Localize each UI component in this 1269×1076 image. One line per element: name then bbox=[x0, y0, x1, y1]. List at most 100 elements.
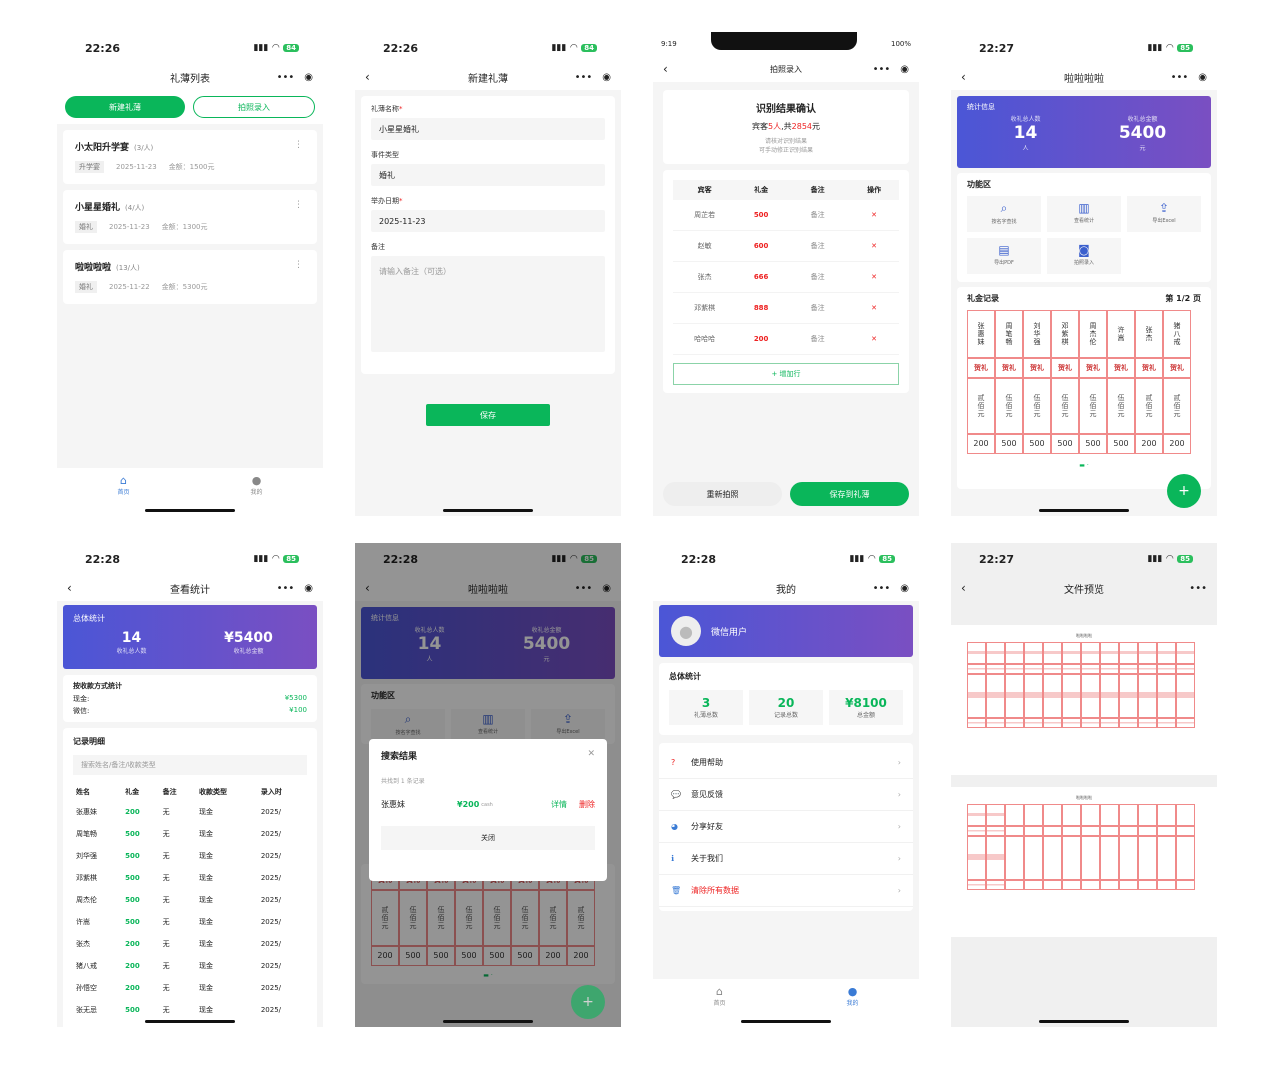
table-row[interactable]: 张杰 200 无 现金 2025/ bbox=[73, 933, 307, 955]
save-to-book-button[interactable]: 保存到礼薄 bbox=[790, 482, 909, 506]
menu-item[interactable]: ℹ 关于我们 › bbox=[659, 843, 913, 875]
note-input[interactable]: 备注 bbox=[810, 304, 825, 312]
function-camera[interactable]: ◙ 拍照录入 bbox=[1047, 238, 1121, 274]
close-mini-icon[interactable]: ◉ bbox=[602, 71, 611, 83]
table-row[interactable]: 张惠妹 200 无 现金 2025/ bbox=[73, 801, 307, 823]
add-fab[interactable]: + bbox=[571, 985, 605, 1019]
amount-input[interactable]: 200 bbox=[753, 335, 769, 343]
guest-name-cell[interactable]: 张惠妹 bbox=[967, 310, 995, 358]
function-pdf[interactable]: ▤ 导出PDF bbox=[967, 238, 1041, 274]
guest-name-cell[interactable]: 周笔畅 bbox=[995, 310, 1023, 358]
delete-row-icon[interactable]: ✕ bbox=[871, 242, 878, 250]
menu-item[interactable]: 💬 意见反馈 › bbox=[659, 779, 913, 811]
function-excel[interactable]: ⇪ 导出Excel bbox=[1127, 196, 1201, 232]
amount-input[interactable]: 600 bbox=[753, 242, 769, 250]
more-icon[interactable]: ••• bbox=[872, 582, 891, 594]
function-search[interactable]: ⌕ 按名字查找 bbox=[967, 196, 1041, 232]
menu-item[interactable]: 🗑 清除所有数据 › bbox=[659, 875, 913, 907]
guest-name-cell[interactable]: 许嵩 bbox=[1107, 310, 1135, 358]
close-button[interactable]: 关闭 bbox=[381, 826, 595, 850]
detail-button[interactable]: 详情 bbox=[551, 800, 567, 809]
event-type-input[interactable]: 婚礼 bbox=[371, 164, 605, 186]
table-row[interactable]: 周笔畅 500 无 现金 2025/ bbox=[73, 823, 307, 845]
function-search[interactable]: ⌕ 按名字查找 bbox=[371, 709, 445, 739]
table-row[interactable]: 邓紫棋 500 无 现金 2025/ bbox=[73, 867, 307, 889]
guest-name-input[interactable]: 哈哈哈 bbox=[694, 335, 716, 343]
amount-input[interactable]: 666 bbox=[753, 273, 769, 281]
more-icon[interactable]: ••• bbox=[1170, 71, 1189, 83]
back-icon[interactable]: ‹ bbox=[961, 70, 966, 84]
menu-item[interactable]: ? 使用帮助 › bbox=[659, 747, 913, 779]
more-vert-icon[interactable]: ⋮ bbox=[294, 260, 303, 270]
date-input[interactable]: 2025-11-23 bbox=[371, 210, 605, 232]
note-input[interactable]: 备注 bbox=[810, 242, 825, 250]
table-row[interactable]: 孙悟空 200 无 现金 2025/ bbox=[73, 977, 307, 999]
book-item[interactable]: 啦啦啦啦 (13/人) ⋮ 婚礼 2025-11-22 金额：5300元 bbox=[63, 250, 317, 304]
tab-home[interactable]: ⌂ 首页 bbox=[117, 474, 130, 496]
close-mini-icon[interactable]: ◉ bbox=[304, 71, 313, 83]
guest-name-input[interactable]: 周芷若 bbox=[694, 211, 716, 219]
more-vert-icon[interactable]: ⋮ bbox=[294, 200, 303, 210]
back-icon[interactable]: ‹ bbox=[365, 70, 370, 84]
book-name-input[interactable]: 小星星婚礼 bbox=[371, 118, 605, 140]
more-icon[interactable]: ••• bbox=[872, 63, 891, 75]
more-icon[interactable]: ••• bbox=[574, 582, 593, 594]
function-chart[interactable]: ▥ 查看统计 bbox=[451, 709, 525, 739]
table-row[interactable]: 张无忌 500 无 现金 2025/ bbox=[73, 999, 307, 1021]
close-mini-icon[interactable]: ◉ bbox=[900, 63, 909, 75]
tab-me[interactable]: ● 我的 bbox=[250, 474, 263, 496]
guest-name-input[interactable]: 邓紫棋 bbox=[694, 304, 716, 312]
guest-name-cell[interactable]: 周杰伦 bbox=[1079, 310, 1107, 358]
add-row-button[interactable]: + 增加行 bbox=[673, 363, 899, 385]
more-icon[interactable]: ••• bbox=[1189, 582, 1207, 594]
tab-me[interactable]: ● 我的 bbox=[846, 985, 859, 1007]
delete-row-icon[interactable]: ✕ bbox=[871, 273, 878, 281]
back-icon[interactable]: ‹ bbox=[67, 581, 72, 595]
back-icon[interactable]: ‹ bbox=[365, 581, 370, 595]
more-icon[interactable]: ••• bbox=[276, 582, 295, 594]
add-fab[interactable]: + bbox=[1167, 474, 1201, 508]
new-book-button[interactable]: 新建礼薄 bbox=[65, 96, 185, 118]
photo-entry-button[interactable]: 拍照录入 bbox=[193, 96, 315, 118]
delete-button[interactable]: 删除 bbox=[579, 800, 595, 809]
amount-input[interactable]: 500 bbox=[753, 211, 769, 219]
function-excel[interactable]: ⇪ 导出Excel bbox=[531, 709, 605, 739]
more-icon[interactable]: ••• bbox=[574, 71, 593, 83]
menu-item[interactable]: ◕ 分享好友 › bbox=[659, 811, 913, 843]
delete-row-icon[interactable]: ✕ bbox=[871, 211, 878, 219]
note-textarea[interactable]: 请输入备注（可选） bbox=[371, 256, 605, 352]
close-mini-icon[interactable]: ◉ bbox=[304, 582, 313, 594]
table-row[interactable]: 刘华强 500 无 现金 2025/ bbox=[73, 845, 307, 867]
guest-name-input[interactable]: 张杰 bbox=[697, 273, 712, 281]
back-icon[interactable]: ‹ bbox=[663, 62, 668, 76]
delete-row-icon[interactable]: ✕ bbox=[871, 304, 878, 312]
more-vert-icon[interactable]: ⋮ bbox=[294, 140, 303, 150]
close-icon[interactable]: ✕ bbox=[587, 749, 595, 759]
guest-name-cell[interactable]: 刘华强 bbox=[1023, 310, 1051, 358]
book-item[interactable]: 小星星婚礼 (4/人) ⋮ 婚礼 2025-11-23 金额：1300元 bbox=[63, 190, 317, 244]
tab-home[interactable]: ⌂ 首页 bbox=[713, 985, 726, 1007]
more-icon[interactable]: ••• bbox=[276, 71, 295, 83]
save-button[interactable]: 保存 bbox=[426, 404, 550, 426]
guest-name-cell[interactable]: 邓紫棋 bbox=[1051, 310, 1079, 358]
back-icon[interactable]: ‹ bbox=[961, 581, 966, 595]
book-item[interactable]: 小太阳升学宴 (3/人) ⋮ 升学宴 2025-11-23 金额：1500元 bbox=[63, 130, 317, 184]
close-mini-icon[interactable]: ◉ bbox=[602, 582, 611, 594]
search-input[interactable]: 搜索姓名/备注/收款类型 bbox=[73, 755, 307, 775]
close-mini-icon[interactable]: ◉ bbox=[1198, 71, 1207, 83]
delete-row-icon[interactable]: ✕ bbox=[871, 335, 878, 343]
note-input[interactable]: 备注 bbox=[810, 335, 825, 343]
note-input[interactable]: 备注 bbox=[810, 211, 825, 219]
table-row[interactable]: 猪八戒 200 无 现金 2025/ bbox=[73, 955, 307, 977]
guest-name-cell[interactable]: 猪八戒 bbox=[1163, 310, 1191, 358]
function-chart[interactable]: ▥ 查看统计 bbox=[1047, 196, 1121, 232]
close-mini-icon[interactable]: ◉ bbox=[900, 582, 909, 594]
table-row[interactable]: 周杰伦 500 无 现金 2025/ bbox=[73, 889, 307, 911]
avatar[interactable]: ● bbox=[671, 616, 701, 646]
amount-input[interactable]: 888 bbox=[753, 304, 769, 312]
table-row[interactable]: 许嵩 500 无 现金 2025/ bbox=[73, 911, 307, 933]
guest-name-input[interactable]: 赵敏 bbox=[697, 242, 712, 250]
guest-name-cell[interactable]: 张杰 bbox=[1135, 310, 1163, 358]
retake-button[interactable]: 重新拍照 bbox=[663, 482, 782, 506]
note-input[interactable]: 备注 bbox=[810, 273, 825, 281]
